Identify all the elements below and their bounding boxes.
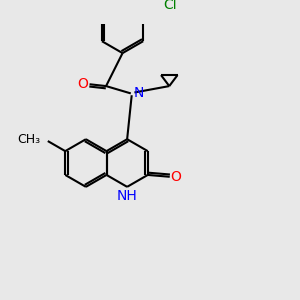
Text: Cl: Cl [163, 0, 177, 13]
Text: O: O [78, 77, 88, 91]
Text: N: N [134, 86, 144, 100]
Text: CH₃: CH₃ [17, 133, 41, 146]
Text: O: O [170, 170, 181, 184]
Text: NH: NH [117, 189, 137, 203]
